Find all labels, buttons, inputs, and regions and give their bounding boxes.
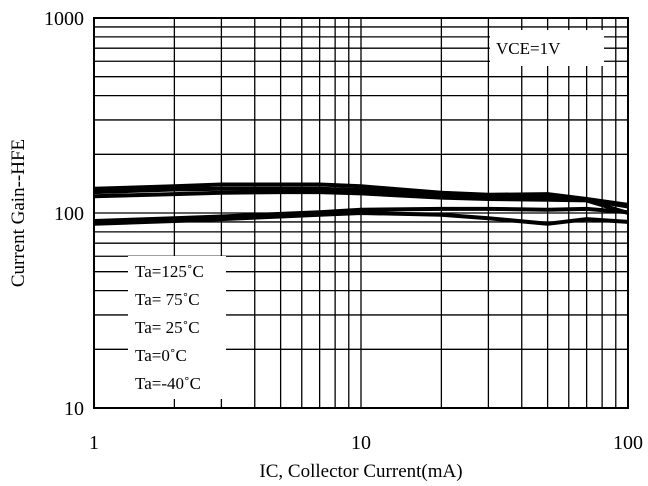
x-tick-label: 100 [613,432,643,454]
y-axis-label: Current Gain--HFE [8,139,29,287]
condition-box: VCE=1V [490,30,604,66]
series-layer [93,182,629,226]
legend: Ta=125˚C Ta= 75˚C Ta= 25˚C Ta=0˚C Ta=-40… [128,256,226,399]
y-tick-label: 100 [54,203,84,225]
condition-box-bg [490,30,604,66]
y-tick-label: 1000 [44,8,84,30]
x-axis-label: IC, Collector Current(mA) [259,461,462,482]
x-tick-label: 1 [89,432,99,454]
legend-item-0c: Ta=0˚C [135,346,187,365]
series-line-4 [93,206,629,223]
legend-item-125c: Ta=125˚C [135,262,204,281]
x-tick-label: 10 [351,432,371,454]
legend-item-25c: Ta= 25˚C [135,318,200,337]
condition-label: VCE=1V [496,39,561,58]
grid [94,18,628,408]
series-line-1 [93,182,629,207]
plot-frame [93,17,629,409]
series-line-2 [93,186,629,209]
y-tick-label: 10 [64,398,84,420]
legend-item-minus40c: Ta=-40˚C [135,374,201,393]
legend-item-75c: Ta= 75˚C [135,290,200,309]
legend-bg [128,256,226,399]
series-line-5 [93,211,629,226]
series-line-3 [93,190,629,215]
